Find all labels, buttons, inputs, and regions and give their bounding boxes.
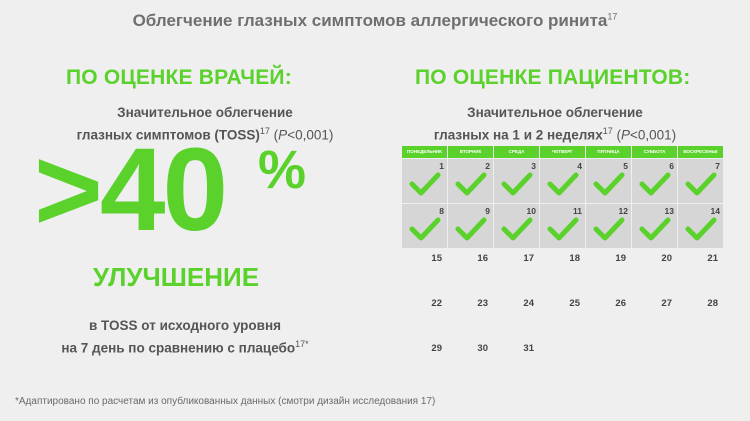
calendar-day: 15 <box>402 249 447 293</box>
day-number: 31 <box>523 343 534 354</box>
day-number: 3 <box>531 161 536 171</box>
calendar-day-checked: 5 <box>586 159 631 203</box>
day-number: 19 <box>615 253 626 264</box>
calendar-day-checked: 12 <box>586 204 631 248</box>
calendar-day-header: ПЯТНИЦА <box>586 146 631 158</box>
day-number: 26 <box>615 298 626 309</box>
calendar-day: 29 <box>402 339 447 383</box>
day-number: 5 <box>623 161 628 171</box>
day-number: 22 <box>431 298 442 309</box>
calendar-day: 25 <box>540 294 585 338</box>
calendar-day-checked: 3 <box>494 159 539 203</box>
day-number: 12 <box>618 206 628 216</box>
checkmark-icon <box>685 171 717 202</box>
calendar-day-checked: 14 <box>678 204 723 248</box>
day-number: 6 <box>669 161 674 171</box>
day-number: 20 <box>661 253 672 264</box>
doctors-note: в TOSS от исходного уровня на 7 день по … <box>61 318 309 356</box>
calendar-day-checked: 10 <box>494 204 539 248</box>
calendar-day: 20 <box>632 249 677 293</box>
calendar-day: 31 <box>494 339 539 383</box>
day-number: 2 <box>485 161 490 171</box>
day-number: 30 <box>477 343 488 354</box>
day-number: 7 <box>715 161 720 171</box>
checkmark-icon <box>409 216 441 247</box>
checkmark-icon <box>455 171 487 202</box>
improvement-percent: % <box>258 140 307 200</box>
day-number: 28 <box>707 298 718 309</box>
checkmark-icon <box>593 216 625 247</box>
day-number: 18 <box>569 253 580 264</box>
day-number: 14 <box>710 206 720 216</box>
calendar-day-header: ЧЕТВЕРГ <box>540 146 585 158</box>
day-number: 11 <box>573 206 582 216</box>
doctors-heading: ПО ОЦЕНКЕ ВРАЧЕЙ: <box>66 66 292 89</box>
calendar-day-checked: 13 <box>632 204 677 248</box>
day-number: 29 <box>431 343 442 354</box>
checkmark-icon <box>455 216 487 247</box>
improvement-label: УЛУЧШЕНИЕ <box>92 262 260 292</box>
checkmark-icon <box>685 216 717 247</box>
calendar-day-checked: 11 <box>540 204 585 248</box>
day-number: 13 <box>664 206 674 216</box>
checkmark-icon <box>547 216 579 247</box>
day-number: 16 <box>477 253 488 264</box>
calendar-day: 16 <box>448 249 493 293</box>
checkmark-icon <box>593 171 625 202</box>
calendar-day: 17 <box>494 249 539 293</box>
checkmark-icon <box>639 171 671 202</box>
checkmark-icon <box>501 171 533 202</box>
calendar-day-checked: 6 <box>632 159 677 203</box>
patients-heading: ПО ОЦЕНКЕ ПАЦИЕНТОВ: <box>415 66 691 89</box>
calendar-day: 24 <box>494 294 539 338</box>
day-number: 4 <box>577 161 582 171</box>
calendar-day-checked: 9 <box>448 204 493 248</box>
page-title: Облегчение глазных симптомов аллергическ… <box>132 11 618 30</box>
calendar-day: 27 <box>632 294 677 338</box>
improvement-value: >40 <box>34 124 228 256</box>
calendar-day-header: ВТОРНИК <box>448 146 493 158</box>
calendar-day-checked: 7 <box>678 159 723 203</box>
calendar-day: 19 <box>586 249 631 293</box>
calendar-day-header: СУББОТА <box>632 146 677 158</box>
day-number: 15 <box>431 253 442 264</box>
day-number: 23 <box>477 298 488 309</box>
calendar-day-checked: 8 <box>402 204 447 248</box>
day-number: 9 <box>485 206 490 216</box>
calendar-day-checked: 2 <box>448 159 493 203</box>
calendar-day: 21 <box>678 249 723 293</box>
doctors-subtitle: Значительное облегчение глазных симптомо… <box>76 105 334 143</box>
calendar-day: 22 <box>402 294 447 338</box>
checkmark-icon <box>639 216 671 247</box>
calendar-grid: ПОНЕДЕЛЬНИК ВТОРНИК СРЕДА ЧЕТВЕРГ ПЯТНИЦА СУБ… <box>402 146 723 383</box>
calendar-day-header: СРЕДА <box>494 146 539 158</box>
day-number: 1 <box>439 161 444 171</box>
checkmark-icon <box>409 171 441 202</box>
day-number: 27 <box>661 298 672 309</box>
day-number: 25 <box>569 298 580 309</box>
day-number: 8 <box>439 206 444 216</box>
calendar-day: 23 <box>448 294 493 338</box>
calendar-day: 30 <box>448 339 493 383</box>
calendar-day-checked: 1 <box>402 159 447 203</box>
day-number: 24 <box>523 298 534 309</box>
calendar-day-checked: 4 <box>540 159 585 203</box>
calendar-day: 26 <box>586 294 631 338</box>
calendar-day: 18 <box>540 249 585 293</box>
calendar-day-header: ВОСКРЕСЕНЬЕ <box>678 146 723 158</box>
checkmark-icon <box>501 216 533 247</box>
day-number: 21 <box>707 253 718 264</box>
footnote: *Адаптировано по расчетам из опубликован… <box>15 396 436 407</box>
day-number: 10 <box>526 206 536 216</box>
checkmark-icon <box>547 171 579 202</box>
calendar-day-header: ПОНЕДЕЛЬНИК <box>402 146 447 158</box>
patients-subtitle: Значительное облегчение глазных на 1 и 2… <box>433 105 677 143</box>
calendar-day: 28 <box>678 294 723 338</box>
day-number: 17 <box>523 253 534 264</box>
